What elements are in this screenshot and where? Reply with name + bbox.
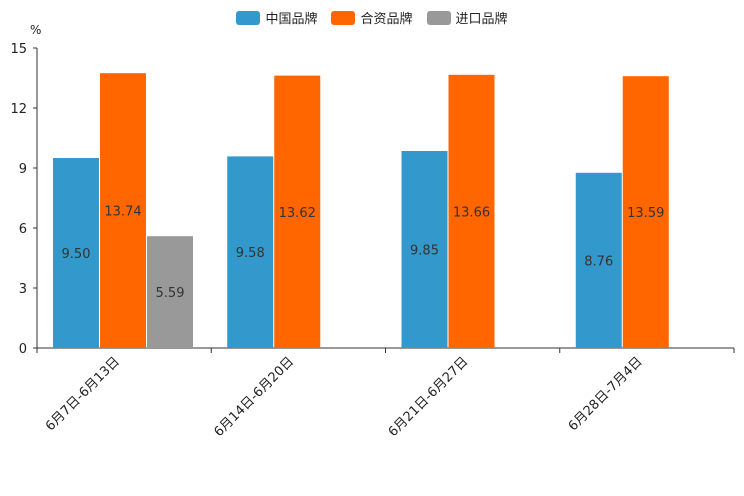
- data-label: 9.50: [62, 247, 91, 262]
- legend-item-china-brand[interactable]: 中国品牌: [236, 8, 317, 27]
- legend-label-joint-venture-brand: 合资品牌: [360, 12, 413, 27]
- bar-1-3: [622, 76, 669, 348]
- bar-1-2: [448, 74, 495, 349]
- y-tick-label: 3: [19, 282, 27, 297]
- legend-swatch-joint-venture-brand: [331, 10, 356, 25]
- data-label: 9.85: [410, 244, 439, 259]
- data-label: 13.62: [279, 206, 316, 221]
- data-label: 13.74: [104, 205, 141, 220]
- x-tick-label: 6月7日-6月13日: [43, 354, 123, 434]
- legend-swatch-import-brand: [426, 10, 451, 25]
- data-label: 9.58: [236, 246, 265, 261]
- y-tick-label: 0: [19, 342, 27, 357]
- data-label: 8.76: [584, 254, 613, 269]
- x-tick-label: 6月21日-6月27日: [386, 354, 472, 440]
- bar-0-2: [401, 151, 448, 348]
- bar-0-3: [575, 172, 622, 348]
- y-tick-label: 6: [19, 222, 27, 237]
- y-axis-unit-label: %: [30, 23, 41, 37]
- legend-label-import-brand: 进口品牌: [455, 12, 508, 27]
- legend-swatch-china-brand: [236, 10, 261, 25]
- legend-item-import-brand[interactable]: 进口品牌: [426, 8, 508, 27]
- data-label: 5.59: [156, 286, 185, 301]
- legend-item-joint-venture-brand[interactable]: 合资品牌: [331, 8, 413, 27]
- data-label: 13.66: [453, 205, 490, 220]
- bar-1-1: [274, 75, 321, 348]
- bar-2-0: [147, 236, 193, 348]
- y-tick-label: 15: [10, 42, 27, 57]
- y-tick-label: 12: [10, 102, 27, 117]
- x-tick-label: 6月14日-6月20日: [211, 354, 297, 440]
- legend-label-china-brand: 中国品牌: [265, 12, 318, 27]
- legend: 中国品牌 合资品牌 进口品牌: [0, 8, 744, 27]
- bar-0-1: [227, 156, 274, 348]
- x-tick-label: 6月28日-7月4日: [566, 354, 646, 434]
- y-tick-label: 9: [19, 162, 27, 177]
- bar-0-0: [53, 158, 99, 348]
- bar-1-0: [100, 73, 146, 348]
- data-label: 13.59: [627, 206, 664, 221]
